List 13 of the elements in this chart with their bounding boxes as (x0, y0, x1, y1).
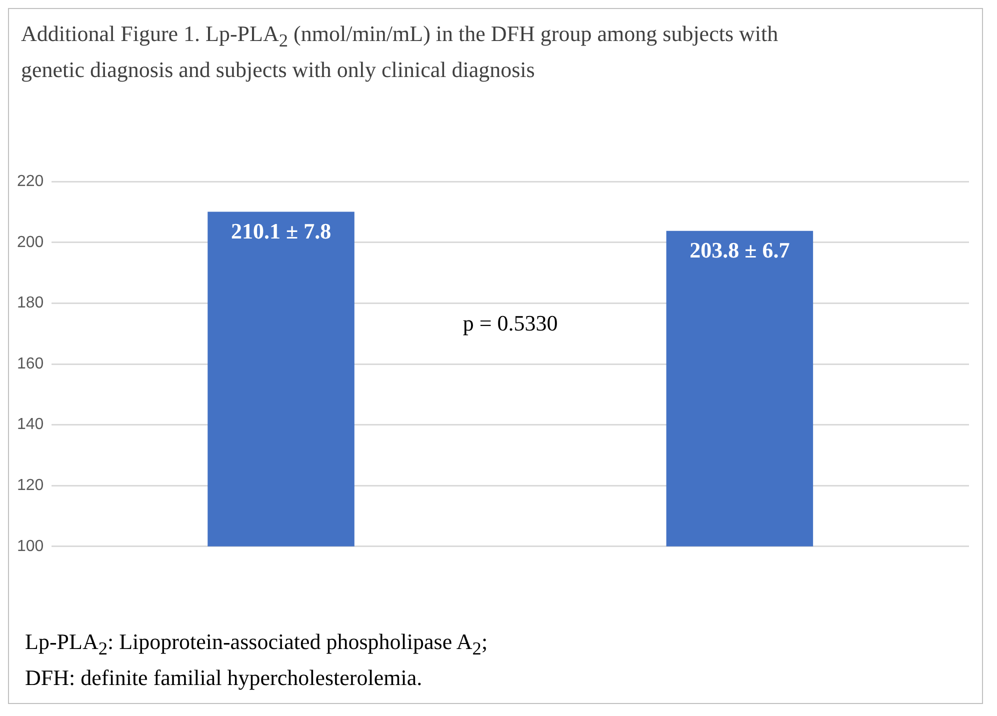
y-tick-label: 180 (16, 294, 44, 312)
data-label: 210.1 ± 7.8 (230, 218, 332, 244)
y-tick-label: 140 (16, 416, 44, 434)
y-tick-label: 200 (16, 234, 44, 251)
y-tick-label: 220 (16, 173, 44, 190)
data-label: 203.8 ± 6.7 (690, 238, 790, 263)
y-tick-label: 100 (16, 538, 44, 555)
text: DFH: definite familial hypercholesterolemia. (25, 664, 424, 692)
annotation: p = 0.5330 (462, 310, 558, 336)
y-tick-label: 160 (16, 355, 44, 372)
chart-title: Additional Figure 1. Lp-PLA$_{2}$ (nmol/min/mL) in the DFH group among subjects with genetic diagnosis and subjects with only clinical diagnosis (20, 20, 780, 84)
text: Lp-PLA$_{2}$: Lipoprotein-associated phospholipase A$_{2}$; (25, 628, 488, 660)
y-tick-label: 120 (16, 477, 44, 494)
